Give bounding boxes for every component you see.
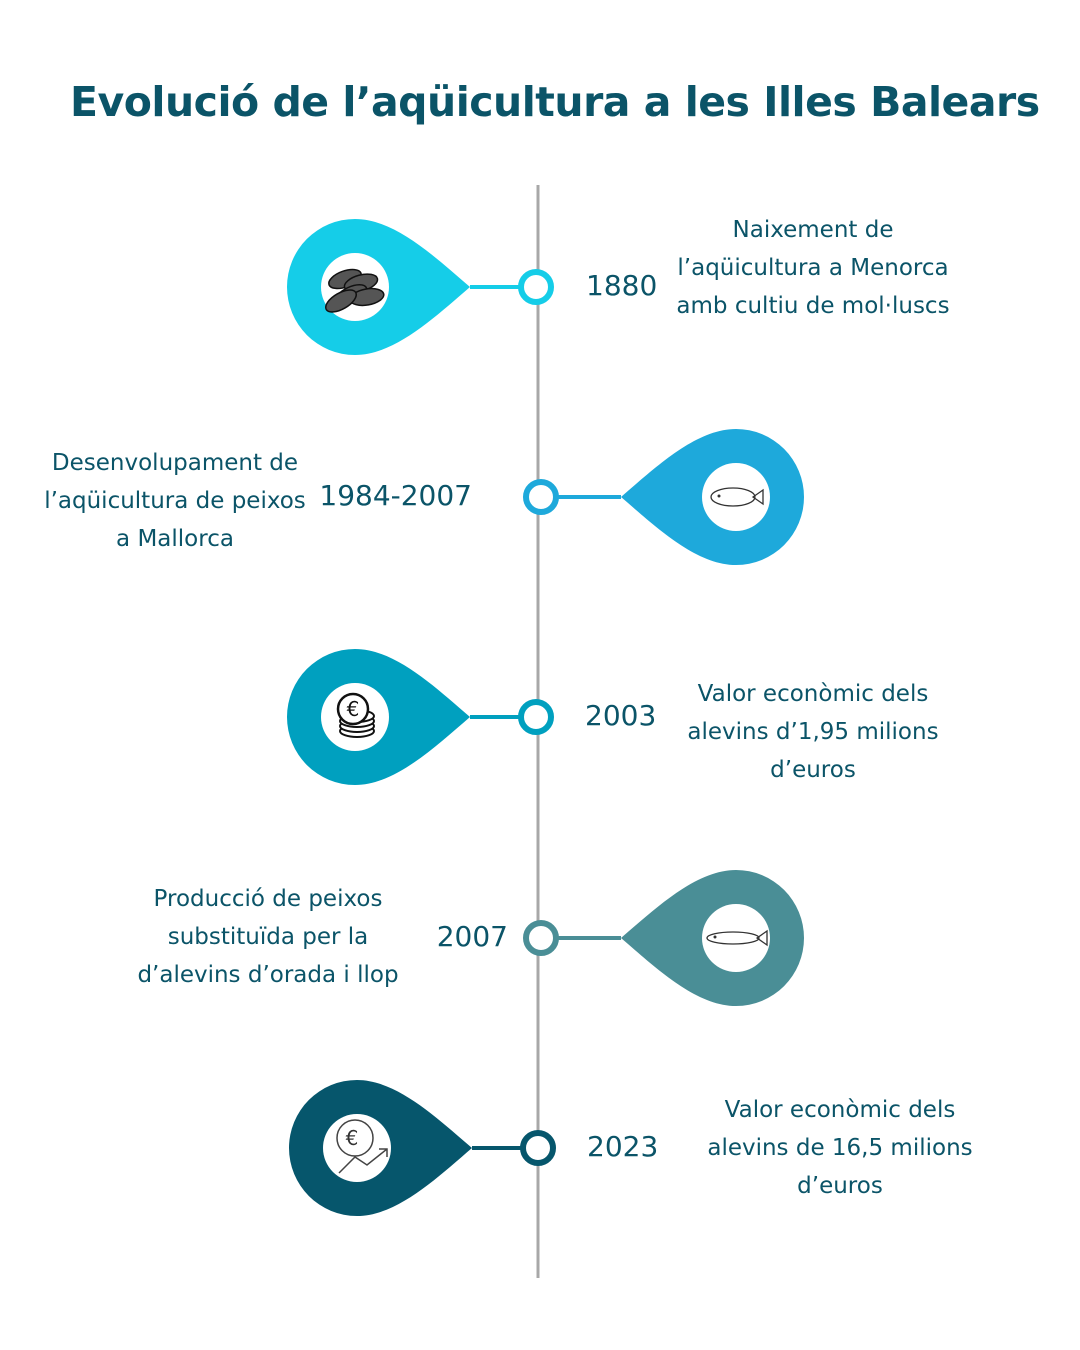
timeline-node [523,479,559,515]
svg-text:€: € [346,1126,359,1150]
event-year: 2023 [587,1130,659,1163]
timeline-event: € [287,649,554,785]
event-description: Valor econòmic dels alevins de 16,5 mili… [707,1097,973,1199]
timeline-event [287,219,554,355]
event-description: Naixement de l’aqüicultura a Menorca amb… [676,217,950,319]
euro-growth-icon: € [336,1119,388,1174]
event-description: Producció de peixos substituïda per la d… [137,886,399,988]
page-title: Evolució de l’aqüicultura a les Illes Ba… [70,78,1040,126]
icon-badge [702,904,770,972]
event-year: 1984-2007 [319,479,472,512]
small-fish-icon [706,929,768,947]
event-year: 2003 [585,699,657,732]
euro-coins-icon: € [336,692,375,738]
icon-badge [702,463,770,531]
svg-text:€: € [347,697,360,721]
mussels-icon [324,268,385,313]
timeline-node [518,699,554,735]
timeline-event [523,870,804,1006]
timeline-event [523,429,804,565]
icon-badge [323,1114,391,1182]
event-description: Valor econòmic dels alevins d’1,95 milio… [687,681,939,783]
event-description: Desenvolupament de l’aqüicultura de peix… [44,450,306,552]
timeline-node [520,1130,556,1166]
fish-icon [710,487,764,507]
timeline-event: € [289,1080,556,1216]
timeline-node [523,920,559,956]
timeline-node [518,269,554,305]
event-year: 2007 [436,920,508,953]
event-year: 1880 [586,269,658,302]
